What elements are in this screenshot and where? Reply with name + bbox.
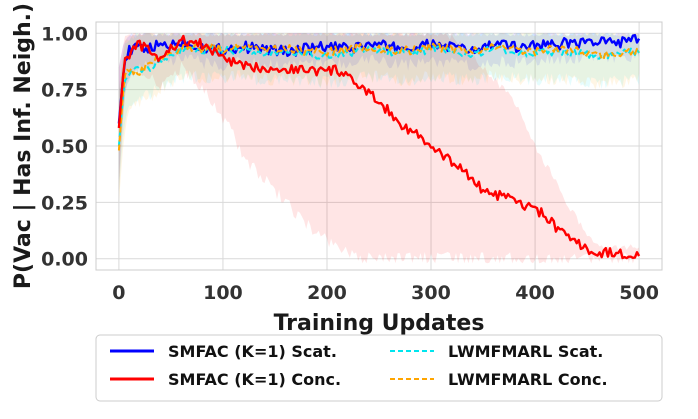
x-tick-label-0: 0 bbox=[112, 282, 125, 304]
legend-label-smfac-k-1-conc: SMFAC (K=1) Conc. bbox=[168, 370, 341, 389]
y-tick-label-0.25: 0.25 bbox=[41, 192, 88, 214]
series-line-lwmfmarl-conc bbox=[117, 42, 640, 151]
legend-label-smfac-k-1-scat: SMFAC (K=1) Scat. bbox=[168, 342, 337, 361]
y-tick-label-0.50: 0.50 bbox=[41, 136, 88, 158]
legend: SMFAC (K=1) Scat. LWMFMARL Scat. SMFAC (K=… bbox=[95, 334, 663, 402]
y-tick-label-1.00: 1.00 bbox=[41, 23, 88, 45]
x-tick-label-100: 100 bbox=[203, 282, 243, 304]
series-line-smfac-k-1-conc bbox=[117, 34, 641, 260]
band-lwmfmarl-scat bbox=[118, 33, 640, 192]
x-tick-label-200: 200 bbox=[307, 282, 347, 304]
y-axis-title: P(Vac | Has Inf. Neigh.) bbox=[11, 3, 36, 289]
series-line-lwmfmarl-scat bbox=[117, 44, 640, 147]
grid bbox=[96, 22, 662, 270]
x-tick-label-400: 400 bbox=[515, 282, 555, 304]
legend-frame bbox=[95, 334, 663, 402]
legend-label-lwmfmarl-scat: LWMFMARL Scat. bbox=[448, 342, 603, 361]
y-tick-label-0.75: 0.75 bbox=[41, 80, 88, 102]
legend-entries: SMFAC (K=1) Scat. LWMFMARL Scat. SMFAC (K=… bbox=[110, 342, 608, 389]
band-smfac-k-1-conc bbox=[118, 33, 640, 264]
y-tick-label-0.00: 0.00 bbox=[41, 249, 88, 271]
band-lwmfmarl-conc bbox=[118, 33, 640, 203]
y-tick-labels: 0.00 0.25 0.50 0.75 1.00 bbox=[41, 23, 88, 270]
plot-frame bbox=[95, 21, 663, 271]
legend-label-lwmfmarl-conc: LWMFMARL Conc. bbox=[448, 370, 608, 389]
series-lines bbox=[117, 33, 641, 260]
x-tick-label-300: 300 bbox=[411, 282, 451, 304]
x-axis-title: Training Updates bbox=[274, 311, 485, 336]
x-tick-labels: 0 100 200 300 400 500 bbox=[112, 282, 659, 304]
x-tick-label-500: 500 bbox=[619, 282, 659, 304]
